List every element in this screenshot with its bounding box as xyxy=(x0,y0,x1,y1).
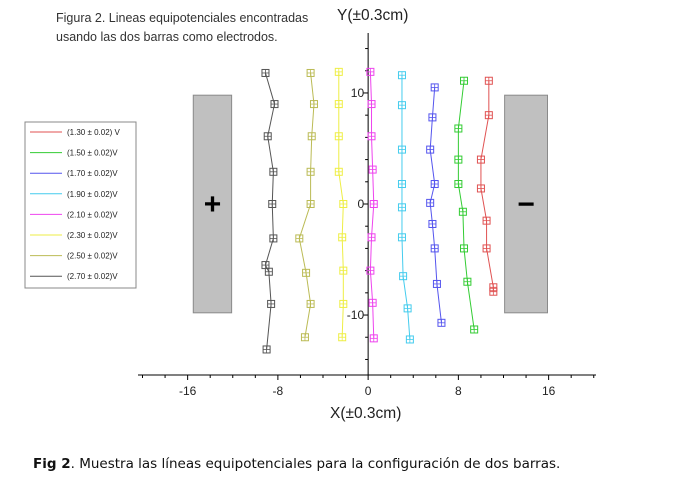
chart-title: Figura 2. Lineas equipotenciales encontr… xyxy=(56,9,308,47)
legend-entry-label: (1.50 ± 0.02)V xyxy=(67,149,118,158)
negative-electrode xyxy=(504,94,548,314)
chart-title-line-1: Figura 2. Lineas equipotenciales encontr… xyxy=(56,11,309,25)
series-line-2 xyxy=(457,80,475,330)
x-tick-label: -16 xyxy=(179,384,197,398)
legend-entry-label: (2.50 ± 0.02)V xyxy=(67,252,118,261)
y-tick-label: -10 xyxy=(347,308,365,322)
figure-caption: Fig 2. Muestra las líneas equipotenciale… xyxy=(33,456,560,472)
negative-electrode-symbol: − xyxy=(517,188,535,221)
legend-entry-label: (2.70 ± 0.02)V xyxy=(67,272,118,281)
series-line-5 xyxy=(369,71,375,339)
legend-entry-label: (2.30 ± 0.02)V xyxy=(67,231,118,240)
series-line-8 xyxy=(264,72,276,350)
x-axis-label: X(±0.3cm) xyxy=(330,405,402,422)
legend-box xyxy=(24,121,137,289)
legend-entry-label: (2.10 ± 0.02)V xyxy=(67,210,118,219)
y-tick-label: 0 xyxy=(357,197,364,211)
x-tick-label: -8 xyxy=(273,384,284,398)
positive-electrode xyxy=(192,94,233,314)
caption-label: Fig 2 xyxy=(33,456,71,472)
x-tick-label: 16 xyxy=(542,384,556,398)
y-tick-label: 10 xyxy=(351,86,365,100)
positive-electrode-symbol: + xyxy=(204,188,222,221)
legend-entry-label: (1.70 ± 0.02)V xyxy=(67,169,118,178)
y-axis-label: Y(±0.3cm) xyxy=(337,7,409,24)
legend-entry-label: (1.30 ± 0.02) V xyxy=(67,128,121,137)
x-tick-label: 8 xyxy=(455,384,462,398)
x-tick-label: 0 xyxy=(365,384,372,398)
legend-entry-label: (1.90 ± 0.02)V xyxy=(67,190,118,199)
chart-title-line-2: usando las dos barras como electrodos. xyxy=(56,30,278,44)
series-line-1 xyxy=(480,80,494,292)
caption-text: . Muestra las líneas equipotenciales par… xyxy=(70,456,561,472)
